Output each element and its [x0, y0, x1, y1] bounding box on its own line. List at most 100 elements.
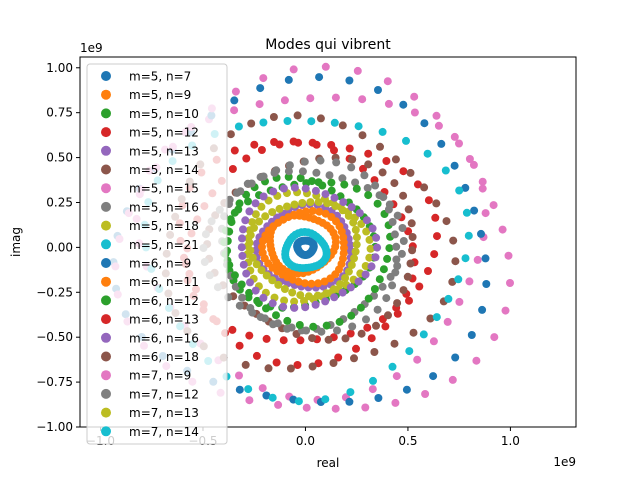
data-point	[252, 260, 261, 269]
data-point	[370, 285, 379, 293]
data-point	[309, 322, 318, 331]
data-point	[352, 184, 361, 193]
legend-entry: m=5, n=14	[129, 163, 199, 177]
data-point	[289, 137, 298, 146]
data-point	[255, 217, 263, 226]
legend-entry: m=6, n=13	[129, 313, 199, 327]
data-point	[478, 184, 487, 193]
data-point	[280, 296, 289, 305]
data-point	[461, 183, 470, 192]
data-point	[406, 259, 415, 268]
data-point	[351, 247, 360, 256]
data-point	[247, 119, 256, 128]
data-point	[371, 181, 380, 190]
data-point	[331, 233, 340, 242]
data-point	[280, 96, 289, 105]
data-point	[388, 281, 397, 290]
data-point	[393, 262, 402, 270]
legend-marker	[101, 276, 111, 287]
legend-marker	[101, 388, 111, 399]
data-point	[382, 157, 391, 165]
data-point	[338, 174, 347, 183]
data-point	[392, 255, 401, 264]
legend-entry: m=5, n=9	[129, 88, 191, 102]
data-point	[253, 296, 262, 305]
data-point	[399, 191, 408, 200]
data-point	[426, 314, 435, 323]
data-point	[283, 202, 291, 211]
data-point	[433, 232, 441, 241]
data-point	[344, 267, 353, 276]
data-point	[478, 177, 487, 186]
data-point	[384, 99, 393, 108]
legend: m=5, n=7 m=5, n=9 m=5, n=10 m=5, n=12 m=5, n…	[86, 63, 228, 445]
data-point	[482, 280, 491, 288]
data-point	[399, 237, 408, 245]
data-point	[359, 164, 367, 173]
data-point	[364, 160, 373, 169]
data-point	[355, 209, 364, 218]
data-point	[268, 393, 277, 402]
series-12	[220, 178, 395, 331]
legend-marker	[101, 220, 111, 231]
data-point	[350, 254, 358, 263]
data-point	[235, 341, 244, 350]
data-point	[264, 364, 273, 373]
data-point	[367, 334, 376, 343]
data-point	[392, 372, 401, 381]
data-point	[246, 246, 255, 255]
data-point	[322, 321, 331, 330]
legend-entry: m=6, n=16	[129, 331, 199, 345]
data-point	[261, 212, 270, 221]
data-point	[353, 66, 362, 75]
legend-marker	[101, 295, 111, 306]
data-point	[372, 321, 380, 330]
data-point	[351, 225, 360, 234]
data-point	[490, 333, 499, 342]
data-point	[429, 372, 438, 381]
data-point	[423, 149, 432, 158]
data-point	[465, 277, 474, 286]
data-point	[235, 199, 244, 208]
data-point	[455, 297, 464, 306]
data-point	[250, 223, 258, 232]
legend-entry: m=5, n=16	[129, 200, 199, 214]
y-tick-label: −0.50	[36, 330, 73, 344]
data-point	[340, 180, 349, 189]
data-point	[330, 293, 339, 302]
data-point	[284, 75, 293, 84]
data-point	[390, 230, 399, 239]
series-14	[237, 183, 382, 312]
data-point	[345, 76, 354, 85]
data-point	[309, 244, 318, 253]
data-point	[391, 155, 400, 164]
data-point	[362, 315, 370, 324]
data-point	[399, 286, 408, 295]
data-point	[281, 247, 290, 256]
data-point	[432, 111, 441, 120]
data-point	[246, 231, 255, 240]
data-point	[321, 190, 330, 199]
data-point	[235, 385, 244, 394]
data-point	[301, 184, 310, 193]
data-point	[461, 254, 470, 263]
data-point	[393, 299, 402, 308]
data-point	[346, 240, 354, 249]
data-point	[273, 319, 282, 328]
data-point	[424, 267, 432, 275]
data-point	[450, 132, 459, 141]
data-point	[251, 199, 260, 208]
data-point	[339, 198, 348, 207]
data-point	[244, 385, 253, 394]
data-point	[312, 168, 321, 177]
data-point	[257, 266, 266, 275]
data-point	[391, 268, 400, 277]
data-point	[364, 191, 373, 200]
y-tick-label: −0.25	[36, 285, 73, 299]
legend-marker	[101, 71, 111, 81]
x-axis-label: real	[317, 456, 340, 470]
legend-entry: m=6, n=12	[129, 294, 199, 308]
data-point	[356, 303, 365, 312]
data-point	[330, 118, 339, 127]
data-point	[325, 171, 334, 180]
